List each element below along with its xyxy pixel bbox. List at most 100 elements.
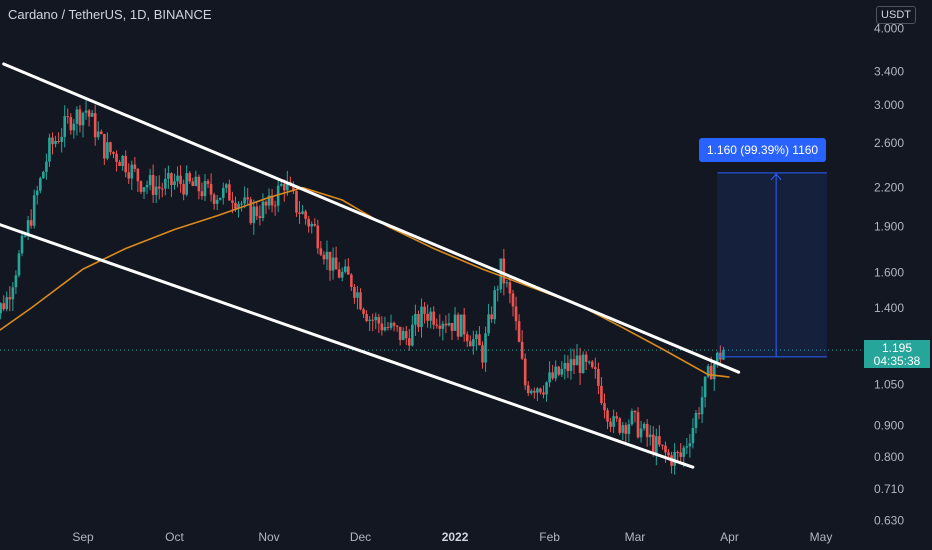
candle-body [328,251,332,271]
candle-body [453,314,457,331]
candle-body [57,141,60,143]
candle-body [127,172,131,179]
candle-body [581,354,585,374]
candle-body [658,436,661,445]
candle-body [51,137,54,145]
candle-body [392,322,396,326]
lower-channel-line [0,223,695,469]
x-tick-label: Dec [350,530,371,544]
candle-body [484,333,487,363]
candle-body [655,436,658,454]
candle-body [444,323,448,326]
candle-body [228,184,231,201]
candle-body [383,326,387,331]
candle-body [54,141,57,145]
candle-body [237,203,240,209]
candle-body [438,325,442,329]
candle-body [139,181,143,192]
candle-body [365,314,368,321]
candle-body [14,275,18,288]
candle-body [203,181,207,197]
candle-body [48,137,51,162]
candle-body [276,185,280,206]
candle-body [371,319,375,321]
candle-body [676,452,679,454]
candle-body [520,341,524,359]
y-tick-label: 0.900 [874,419,904,433]
candle-body [716,352,719,364]
candle-body [636,412,640,438]
candle-body [374,316,378,321]
candle-body [664,445,667,453]
candle-body [334,257,338,270]
candle-body [182,183,185,195]
candle-body [395,325,399,327]
candle-body [651,434,655,454]
candle-body [386,326,390,328]
candle-body [282,183,286,191]
candle-body [106,142,109,159]
candle-body [603,403,606,411]
candle-body [69,117,73,131]
candle-body [600,385,603,404]
candle-body [200,191,204,197]
candle-body [191,181,195,186]
candle-body [618,418,622,433]
candle-body [645,423,649,438]
candle-body [231,200,234,203]
candle-body [337,269,341,278]
candle-body [539,388,542,393]
candle-body [20,235,24,254]
candle-body [624,425,628,434]
candle-body [706,365,710,377]
candle-body [42,171,45,179]
candle-body [188,173,192,182]
candle-body [298,212,301,214]
candle-body [682,447,686,457]
candle-body [411,324,414,346]
candle-body [615,416,618,419]
candle-body [584,354,588,362]
candle-body [151,175,155,195]
y-tick-label: 4.000 [874,21,904,35]
candle-body [264,201,268,206]
x-tick-label: Oct [165,530,184,544]
candle-body [270,195,274,206]
candle-body [96,131,100,138]
candle-body [29,220,33,226]
candle-body [246,197,249,200]
candle-body [401,331,405,340]
candle-body [221,187,225,198]
candle-body [548,372,551,383]
y-tick-label: 3.400 [874,65,904,79]
x-tick-label: Feb [539,530,560,544]
y-tick-label: 1.900 [874,220,904,234]
candle-body [423,306,426,314]
candle-body [545,382,548,395]
candle-body [5,297,9,310]
candle-body [118,161,121,167]
candle-body [642,423,646,429]
candle-body [462,314,466,335]
candle-body [304,211,307,219]
candle-body [279,183,283,186]
candle-body [75,109,79,124]
candle-body [157,186,161,189]
measure-label[interactable]: 1.160 (99.39%) 1160 [699,138,826,162]
candle-body [667,452,670,456]
candle-body [435,324,439,326]
currency-badge[interactable]: USDT [876,6,916,24]
candle-body [542,392,545,395]
candle-body [700,397,704,415]
candle-body [325,251,329,260]
candle-body [587,361,591,363]
candle-body [609,421,612,427]
candle-body [133,164,137,169]
candle-body [240,203,243,205]
candle-body [295,191,298,213]
candle-body [594,367,597,369]
x-tick-label: 2022 [442,530,469,544]
candle-body [319,248,323,255]
candle-body [11,287,15,300]
